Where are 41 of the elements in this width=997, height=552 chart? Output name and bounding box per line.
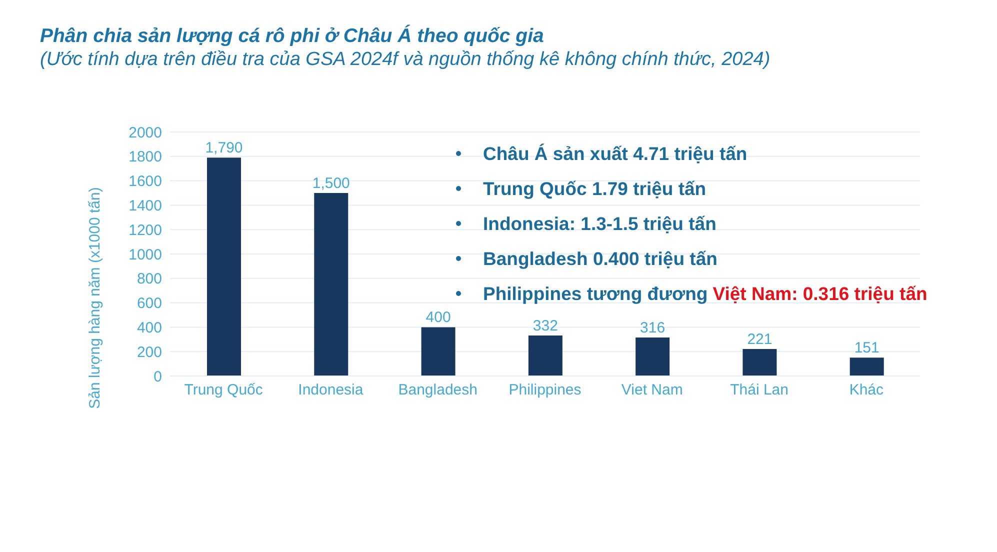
y-tick-label: 1600 xyxy=(128,173,162,190)
y-tick-label: 1000 xyxy=(128,246,162,264)
bar xyxy=(850,358,884,376)
annotation: Trung Quốc 1.79 triệu tấn xyxy=(483,178,706,200)
data-label: 1,500 xyxy=(312,175,350,192)
chart-title: Phân chia sản lượng cá rô phi ở Châu Á theo quốc gia xyxy=(40,25,544,48)
data-label: 151 xyxy=(854,340,880,357)
data-label: 221 xyxy=(747,331,772,348)
x-tick-label: Khác xyxy=(849,382,884,399)
annotation: Indonesia: 1.3-1.5 triệu tấn xyxy=(483,212,716,234)
data-label: 316 xyxy=(640,319,666,336)
y-tick-label: 400 xyxy=(136,320,162,337)
annotation: Châu Á sản xuất 4.71 triệu tấn xyxy=(483,142,748,164)
y-tick-label: 200 xyxy=(136,344,162,361)
chart-subtitle: (Ước tính dựa trên điều tra của GSA 2024f và nguồn thống kê không chính thức, 2024) xyxy=(40,49,770,71)
annotation: Bangladesh 0.400 triệu tấn xyxy=(483,248,718,270)
x-tick-label: Indonesia xyxy=(298,382,364,399)
bar xyxy=(528,335,562,376)
y-tick-label: 1200 xyxy=(128,222,162,239)
y-tick-label: 600 xyxy=(136,295,162,312)
bar xyxy=(207,158,241,376)
y-tick-label: 2000 xyxy=(128,124,162,142)
bar xyxy=(314,193,348,376)
y-tick-label: 1400 xyxy=(128,198,162,215)
x-tick-label: Thái Lan xyxy=(730,382,788,399)
x-tick-label: Viet Nam xyxy=(621,382,683,399)
data-label: 400 xyxy=(426,309,451,326)
x-tick-label: Bangladesh xyxy=(398,382,478,399)
annotation: Việt Nam: 0.316 triệu tấn xyxy=(712,282,928,304)
annotation: Philippines tương đương xyxy=(483,282,708,304)
y-axis-title: Sản lượng hàng năm (x1000 tấn) xyxy=(86,187,104,409)
x-tick-label: Philippines xyxy=(508,382,582,399)
bar xyxy=(421,327,456,376)
x-tick-label: Trung Quốc xyxy=(184,382,264,399)
bar xyxy=(742,349,777,376)
y-tick-label: 1800 xyxy=(128,148,162,166)
y-tick-label: 0 xyxy=(154,368,162,386)
y-tick-label: 800 xyxy=(136,270,162,288)
data-label: 1,790 xyxy=(205,140,243,157)
data-label: 332 xyxy=(532,317,558,334)
bar xyxy=(636,337,670,376)
